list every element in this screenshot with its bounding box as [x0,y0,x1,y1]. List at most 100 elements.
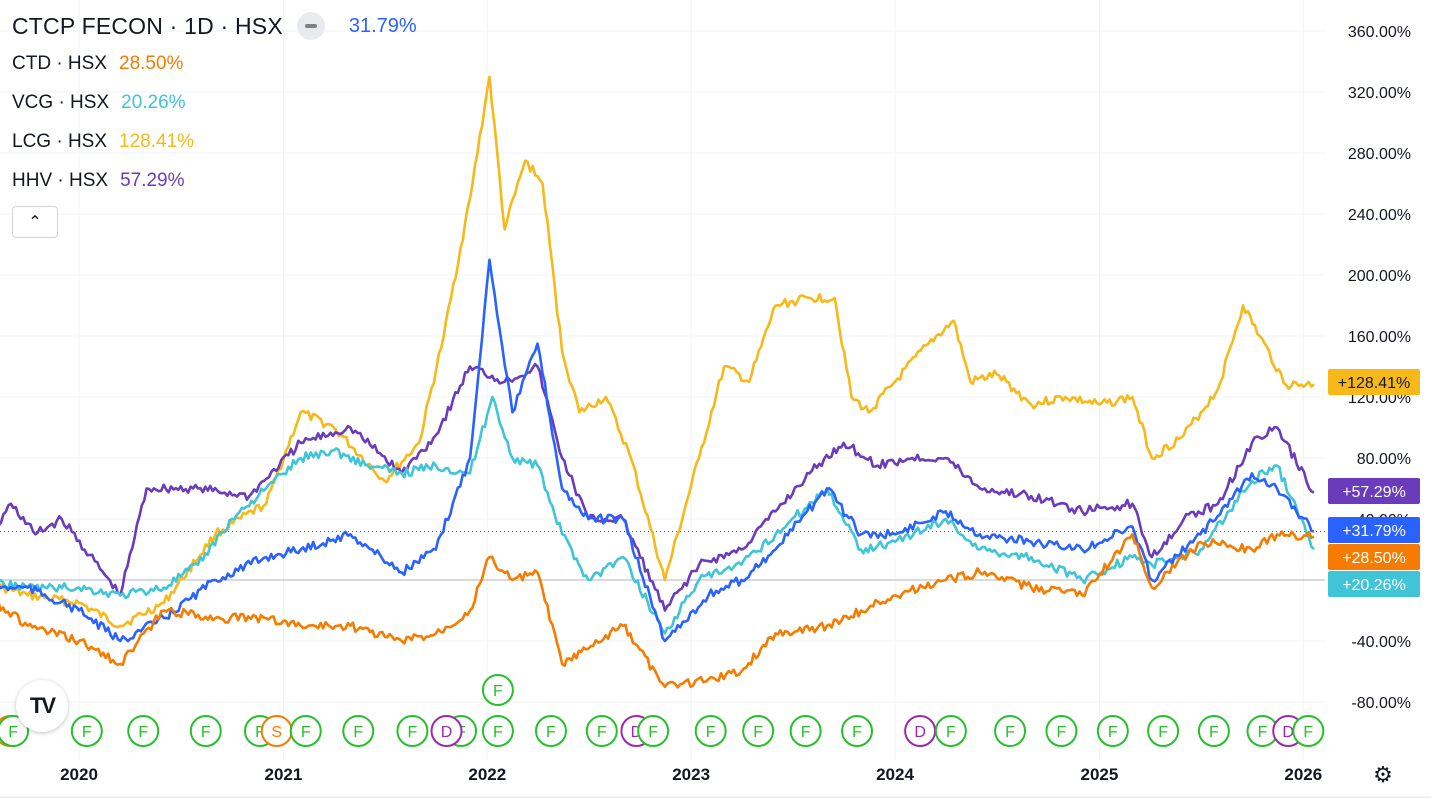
event-marker[interactable]: D [430,715,463,747]
event-marker-label: F [1209,724,1219,741]
x-tick-label: 2020 [60,765,98,784]
legend: CTCP FECON · 1D · HSX 31.79% CTD · HSX 28… [12,8,417,238]
event-marker-label: F [353,724,363,741]
series-line[interactable] [0,75,1315,629]
event-marker[interactable]: F [841,715,874,747]
last-value-text: +31.79% [1342,523,1406,540]
minus-icon[interactable] [296,12,325,40]
x-tick-label: 2023 [672,765,710,784]
event-marker-label: F [597,724,607,741]
logo-text: TV [29,693,56,718]
event-marker[interactable]: F [1096,715,1129,747]
last-value-box [1328,517,1420,543]
x-tick-label: 2022 [468,765,506,784]
event-marker[interactable]: F [789,715,822,747]
legend-item-label: HHV · HSX [12,169,109,191]
event-marker-circle [0,715,30,747]
event-marker-label: F [1005,724,1015,741]
legend-item-label: LCG · HSX [12,130,108,152]
event-marker[interactable]: F [1292,715,1325,747]
legend-main-row: CTCP FECON · 1D · HSX 31.79% [12,8,417,44]
event-marker-circle [994,715,1027,747]
event-marker-label: D [914,724,926,741]
x-tick-label: 2025 [1081,765,1119,784]
event-marker[interactable]: F [70,715,103,747]
event-marker-circle [742,715,775,747]
event-marker-label: D [631,724,643,741]
event-marker-circle [694,715,727,747]
event-marker[interactable]: F [481,674,514,706]
event-marker[interactable]: F [396,715,429,747]
event-marker[interactable]: F [934,715,967,747]
event-marker-label: F [82,724,92,741]
event-marker[interactable]: F [127,715,160,747]
event-marker[interactable]: F [481,715,514,747]
event-marker-circle [289,715,322,747]
event-marker-label: F [946,724,956,741]
legend-item[interactable]: CTD · HSX 28.50% [12,44,417,83]
last-value-box [1328,369,1420,395]
event-marker-circle [430,715,463,747]
event-marker[interactable]: F [1147,715,1180,747]
chart-title[interactable]: CTCP FECON · 1D · HSX [12,12,283,39]
legend-item-value: 128.41% [119,130,195,152]
event-marker-label: F [301,724,311,741]
series-line[interactable] [0,362,1315,612]
last-value-label: +20.26% [1328,571,1420,597]
event-marker-circle [189,715,222,747]
event-markers: SFFFFFSFFFFDFFFDFFFFFDFFFFFFFDFF [0,674,1325,747]
event-marker-label: F [753,724,763,741]
event-marker[interactable]: F [585,715,618,747]
event-marker-circle [585,715,618,747]
event-marker[interactable]: D [904,715,937,747]
event-marker-circle [1096,715,1129,747]
event-marker-circle [396,715,429,747]
event-marker-label: D [441,724,453,741]
event-marker-circle [342,715,375,747]
event-marker-circle [70,715,103,747]
legend-item[interactable]: VCG · HSX 20.26% [12,83,417,122]
event-marker[interactable]: F [342,715,375,747]
event-marker[interactable]: F [994,715,1027,747]
event-marker[interactable]: F [637,715,670,747]
event-marker-label: S [271,724,282,741]
y-tick-label: 80.00% [1357,451,1411,468]
y-tick-label: 280.00% [1348,146,1411,163]
event-marker-circle [1292,715,1325,747]
event-marker[interactable]: F [534,715,567,747]
event-marker-label: F [8,724,18,741]
event-marker[interactable]: S [260,715,293,747]
event-marker[interactable]: F [1045,715,1078,747]
event-marker[interactable]: F [0,715,30,747]
event-marker-label: F [493,683,503,700]
event-marker-label: F [1303,724,1313,741]
series-line[interactable] [0,258,1315,643]
tradingview-logo-icon[interactable]: TV [16,680,68,732]
event-marker[interactable]: F [694,715,727,747]
last-value-label: +28.50% [1328,544,1420,570]
event-marker-circle [127,715,160,747]
gear-icon[interactable]: ⚙ [1373,762,1393,787]
legend-item[interactable]: HHV · HSX 57.29% [12,161,417,200]
event-marker-label: F [408,724,418,741]
series-line[interactable] [0,395,1315,635]
event-marker-label: F [1158,724,1168,741]
event-marker[interactable]: F [742,715,775,747]
legend-item[interactable]: LCG · HSX 128.41% [12,122,417,161]
event-marker-label: F [1108,724,1118,741]
event-marker[interactable]: F [1197,715,1230,747]
event-marker-circle [481,674,514,706]
legend-item-value: 57.29% [120,169,185,191]
last-value-label: +128.41% [1328,369,1420,395]
event-marker-label: F [255,724,265,741]
event-marker[interactable]: F [289,715,322,747]
event-marker-label: F [546,724,556,741]
event-marker[interactable]: F [189,715,222,747]
y-tick-label: -40.00% [1351,634,1411,651]
event-marker-label: F [493,724,503,741]
y-tick-label: -80.00% [1351,695,1411,712]
collapse-legend-button[interactable]: ⌃ [12,206,58,238]
series-line[interactable] [0,530,1315,689]
event-marker-label: F [1057,724,1067,741]
